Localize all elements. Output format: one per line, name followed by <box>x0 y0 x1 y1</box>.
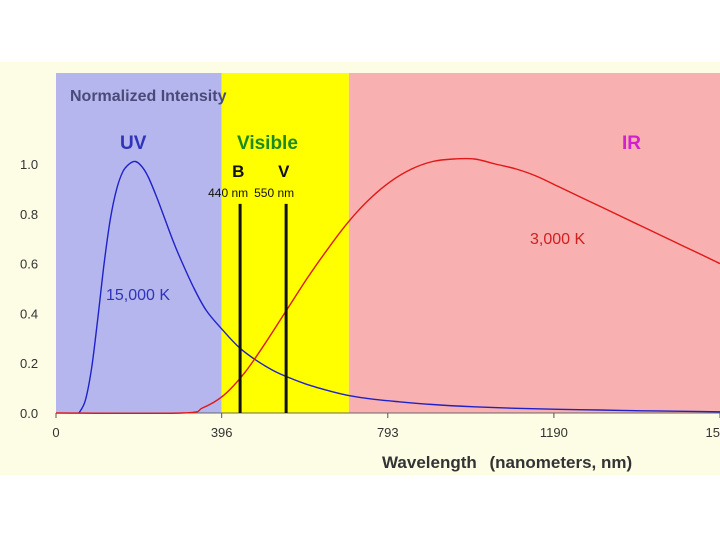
x-tick-label: 396 <box>211 425 233 440</box>
series-label-15-000-k: 15,000 K <box>106 287 170 304</box>
y-tick-label: 1.0 <box>20 157 38 172</box>
region-label-uv: UV <box>120 133 147 154</box>
series-label-3-000-k: 3,000 K <box>530 231 585 248</box>
x-tick-label: 1190 <box>540 425 568 440</box>
marker-wavelength-v: 550 nm <box>254 186 294 200</box>
y-tick-label: 0.6 <box>20 257 38 272</box>
filter-markers: B 440 nm V 550 nm <box>208 162 294 413</box>
y-axis: 0.0 0.2 0.4 0.6 0.8 1.0 <box>20 157 38 421</box>
x-axis: 0 396 793 1190 1587 <box>52 412 720 440</box>
region-ir <box>348 73 720 413</box>
curve-3-000-k <box>55 157 720 415</box>
x-tick-label: 1587 <box>706 425 720 440</box>
chart-title: Normalized Intensity <box>70 88 227 105</box>
curve-15-000-k <box>78 160 720 414</box>
marker-letter-v: V <box>278 162 290 181</box>
x-axis-label: Wavelength (nanometers, nm) <box>382 453 632 472</box>
y-tick-label: 0.0 <box>20 406 38 421</box>
y-tick-label: 0.4 <box>20 306 38 321</box>
region-label-ir: IR <box>622 133 641 154</box>
x-tick-label: 0 <box>52 425 59 440</box>
y-tick-label: 0.2 <box>20 356 38 371</box>
marker-letter-b: B <box>232 162 244 181</box>
x-tick-label: 793 <box>377 425 399 440</box>
region-uv <box>56 73 222 413</box>
y-tick-label: 0.8 <box>20 207 38 222</box>
spectral-regions: UV Visible IR <box>56 73 720 413</box>
chart-labels: Normalized Intensity Wavelength (nanomet… <box>70 88 632 472</box>
blackbody-curves: 15,000 K 3,000 K <box>55 157 720 415</box>
region-label-visible: Visible <box>237 133 298 154</box>
x-axis-label-units: (nanometers, nm) <box>490 453 633 472</box>
x-axis-label-main: Wavelength <box>382 453 477 472</box>
marker-wavelength-b: 440 nm <box>208 186 248 200</box>
